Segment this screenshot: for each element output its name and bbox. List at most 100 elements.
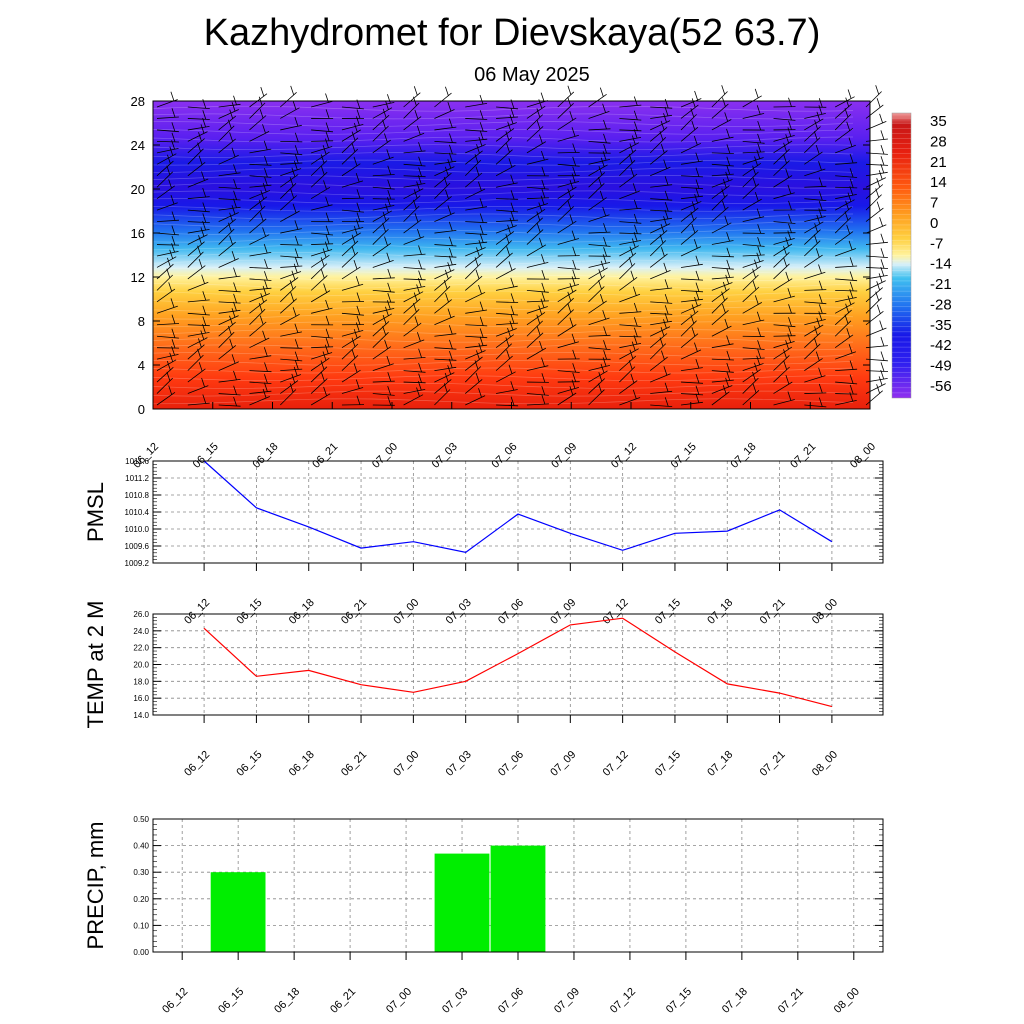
wind-barb-flag — [356, 116, 360, 126]
wind-barb — [187, 385, 209, 394]
wind-barb-flag — [263, 347, 268, 357]
colorbar-label: -49 — [930, 358, 952, 375]
chart-title: Kazhydromet for Dievskaya(52 63.7) — [203, 12, 821, 54]
wind-barb — [218, 404, 241, 407]
wind-barb-flag — [417, 380, 422, 391]
wind-barb-flag — [353, 363, 358, 373]
wind-barb-flag — [168, 385, 173, 395]
wind-barb — [187, 221, 210, 223]
wind-barb-flag — [783, 245, 787, 256]
wind-barb-flag — [475, 269, 480, 279]
wind-barb-flag — [632, 183, 637, 193]
wind-barb — [526, 300, 549, 303]
wind-barb-flag — [325, 138, 329, 148]
contour-line — [152, 375, 854, 382]
wind-barb-flag — [387, 372, 392, 382]
y-tick-label: 1010.4 — [125, 508, 150, 517]
wind-barb-flag — [569, 317, 574, 327]
wind-barb-flag — [726, 165, 731, 175]
wind-barb-flag — [474, 153, 479, 164]
wind-barb-flag — [752, 280, 757, 290]
wind-barb-flag — [754, 156, 758, 166]
wind-barb-flag — [229, 132, 233, 142]
y-tick-label: 20 — [131, 182, 145, 197]
wind-barb-flag — [171, 108, 176, 118]
wind-barb-flag — [508, 261, 513, 271]
wind-barb-flag — [414, 109, 419, 120]
wind-barb-flag — [479, 301, 484, 311]
wind-barb — [434, 333, 457, 337]
wind-barb-flag — [634, 327, 638, 337]
x-tick-label: 06_18 — [287, 597, 317, 627]
wind-barb-flag — [722, 178, 727, 189]
wind-barb — [650, 166, 671, 177]
wind-barb-flag — [603, 133, 607, 144]
wind-barb-flag — [323, 283, 327, 293]
wind-barb-flag — [201, 377, 205, 388]
wind-barb-flag — [171, 338, 176, 349]
wind-barb-flag — [385, 306, 389, 316]
wind-barb — [465, 309, 488, 314]
wind-barb-flag — [260, 293, 265, 303]
wind-barb-flag — [599, 87, 604, 97]
wind-barb-flag — [536, 120, 541, 130]
wind-barb-flag — [603, 223, 607, 233]
wind-barb — [434, 315, 455, 326]
wind-barb-flag — [572, 372, 577, 382]
wind-barb-flag — [198, 338, 202, 348]
wind-barb-flag — [818, 304, 823, 314]
wind-barb — [434, 366, 457, 372]
wind-barb — [804, 113, 826, 119]
wind-barb-flag — [413, 292, 418, 302]
wind-barb-flag — [479, 213, 484, 223]
wind-barb-flag — [541, 269, 546, 280]
wind-barb — [187, 118, 210, 120]
wind-barb-flag — [845, 303, 849, 313]
wind-barb-flag — [448, 221, 453, 232]
wind-barb-flag — [633, 335, 638, 345]
wind-barb-flag — [478, 342, 483, 353]
wind-barb-flag — [387, 268, 392, 279]
wind-barb-flag — [478, 388, 482, 398]
wind-barb-flag — [541, 150, 545, 161]
wind-barb-flag — [264, 374, 268, 384]
wind-barb-flag — [818, 311, 823, 321]
wind-barb-flag — [508, 158, 513, 168]
wind-barb-flag — [847, 89, 852, 99]
wind-barb-flag — [539, 237, 543, 248]
wind-barb — [711, 282, 733, 291]
y-tick-label: 4 — [138, 358, 145, 373]
x-tick-label: 07_06 — [496, 597, 526, 627]
wind-barb-flag — [541, 291, 546, 302]
wind-barb — [156, 219, 180, 223]
wind-barb-flag — [661, 247, 665, 257]
wind-barb — [588, 262, 611, 268]
x-tick-label: 06_18 — [251, 441, 281, 471]
wind-barb — [156, 244, 180, 246]
wind-barb — [280, 358, 303, 362]
wind-barb-flag — [664, 106, 669, 117]
x-tick-label: 06_18 — [287, 749, 317, 779]
wind-barb-flag — [259, 315, 264, 325]
wind-barb-flag — [443, 176, 448, 187]
wind-barb — [526, 186, 549, 190]
wind-barb-flag — [320, 360, 325, 370]
wind-barb-flag — [387, 396, 392, 406]
wind-barb-flag — [168, 282, 173, 292]
wind-barb — [249, 355, 272, 360]
wind-barb — [280, 347, 303, 349]
wind-barb — [465, 103, 488, 108]
wind-barb-flag — [293, 366, 298, 377]
wind-barb — [526, 306, 548, 314]
wind-barb-flag — [201, 274, 205, 284]
wind-barb-flag — [663, 262, 668, 273]
wind-barb — [403, 175, 426, 178]
wind-barb — [835, 186, 858, 189]
wind-barb — [650, 106, 673, 109]
wind-barb-flag — [845, 97, 850, 107]
y-tick-label: 16.0 — [133, 694, 149, 703]
wind-barb-flag — [664, 209, 669, 220]
wind-barb — [280, 244, 303, 246]
wind-barb-flag — [788, 200, 792, 211]
